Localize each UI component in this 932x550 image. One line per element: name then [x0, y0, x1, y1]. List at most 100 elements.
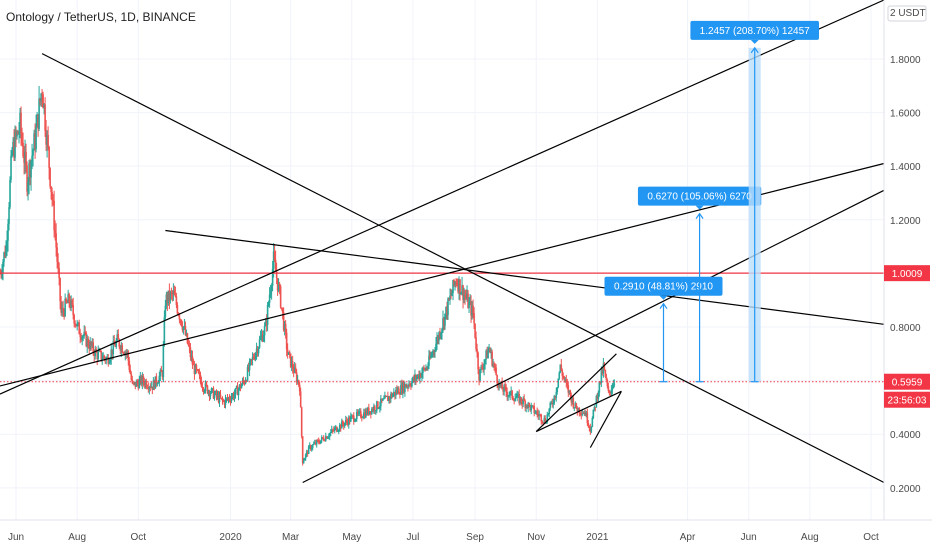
candle: [330, 425, 333, 433]
candle-body: [390, 393, 392, 400]
candle-body: [239, 384, 242, 389]
candle-body: [579, 412, 582, 414]
price-tag-label: 0.5959: [892, 378, 923, 389]
candle: [185, 329, 188, 337]
candle: [223, 399, 226, 409]
candle: [356, 409, 358, 422]
candle: [296, 375, 299, 385]
candle-body: [393, 391, 395, 395]
candle-body: [315, 440, 318, 445]
candle: [590, 426, 593, 434]
candle-body: [406, 386, 408, 388]
candle: [232, 391, 235, 401]
price-unit-box[interactable]: [887, 5, 927, 22]
candle-body: [535, 411, 538, 413]
candle: [189, 342, 192, 361]
candle-body: [72, 304, 74, 315]
candle-body: [75, 324, 77, 327]
candle: [75, 323, 77, 327]
candle-body: [128, 360, 131, 370]
candle: [475, 331, 477, 352]
candle-body: [10, 155, 12, 180]
candle: [529, 404, 531, 412]
candle: [498, 378, 500, 391]
candle: [216, 390, 219, 400]
candle: [344, 415, 347, 426]
candle-body: [140, 376, 143, 385]
candle-body: [293, 367, 296, 373]
candle: [388, 395, 390, 404]
candle-body: [146, 387, 149, 389]
candle-body: [367, 407, 369, 415]
candle-body: [392, 394, 394, 398]
candle-body: [171, 292, 174, 295]
target-label[interactable]: 0.2910 (48.81%) 2910: [604, 276, 723, 300]
candle-body: [143, 382, 146, 386]
candle-body: [276, 277, 279, 291]
candle: [582, 411, 585, 414]
time-tick-label: 2021: [586, 532, 609, 543]
price-axis[interactable]: 0.20000.40000.60000.80001.00001.20001.40…: [883, 0, 930, 520]
candle: [213, 390, 216, 401]
time-axis[interactable]: Jun Aug Oct 2020 Mar May Jul Sep Nov 2021 Apr Jun Au…: [0, 519, 932, 543]
candle: [608, 389, 611, 396]
candle: [53, 190, 55, 238]
candle-body: [412, 377, 414, 382]
grid: [0, 0, 884, 520]
candle-body: [164, 305, 167, 318]
candle-body: [43, 104, 45, 109]
candle: [381, 398, 383, 404]
candle-body: [263, 325, 266, 336]
candle-body: [111, 349, 114, 355]
candle-body: [560, 364, 563, 371]
candle: [304, 453, 307, 461]
candle-body: [76, 323, 78, 327]
target-label[interactable]: 1.2457 (208.70%) 12457: [690, 20, 820, 44]
candle-body: [37, 114, 39, 129]
candle-body: [226, 397, 229, 400]
candle: [221, 396, 224, 405]
candle-body: [416, 376, 418, 380]
candle-body: [17, 131, 19, 135]
candle-body: [203, 390, 206, 392]
target-label[interactable]: 0.6270 (105.06%) 6270: [637, 186, 762, 210]
candle: [418, 370, 420, 381]
candle-body: [511, 390, 513, 399]
candle-body: [589, 427, 592, 432]
candle-body: [51, 192, 53, 201]
candle: [5, 240, 7, 259]
candle-body: [333, 428, 336, 431]
candle-body: [243, 381, 246, 384]
candle-body: [258, 339, 261, 348]
candle: [487, 346, 489, 359]
candle: [80, 333, 82, 342]
candle-body: [301, 436, 304, 464]
candle: [508, 391, 510, 398]
candle: [46, 130, 48, 158]
candle: [7, 218, 9, 252]
candle-body: [603, 363, 606, 370]
candle: [26, 161, 28, 197]
candle-body: [195, 365, 198, 370]
candle-body: [7, 223, 9, 241]
candle: [346, 418, 349, 427]
candle-body: [331, 429, 334, 431]
candle: [484, 358, 486, 370]
candle-body: [355, 419, 357, 422]
candle-body: [169, 292, 172, 301]
candle: [528, 402, 530, 408]
candle: [19, 108, 21, 139]
candle-body: [14, 132, 16, 158]
candle-body: [428, 355, 430, 366]
candle: [152, 376, 155, 391]
candle-body: [436, 337, 438, 344]
candle-body: [304, 454, 307, 459]
candle: [509, 390, 511, 401]
candle-body: [165, 294, 168, 306]
candle-body: [381, 398, 383, 401]
candle-body: [89, 341, 92, 350]
candle-body: [4, 252, 6, 257]
candle: [259, 330, 262, 341]
candle-body: [577, 407, 580, 412]
